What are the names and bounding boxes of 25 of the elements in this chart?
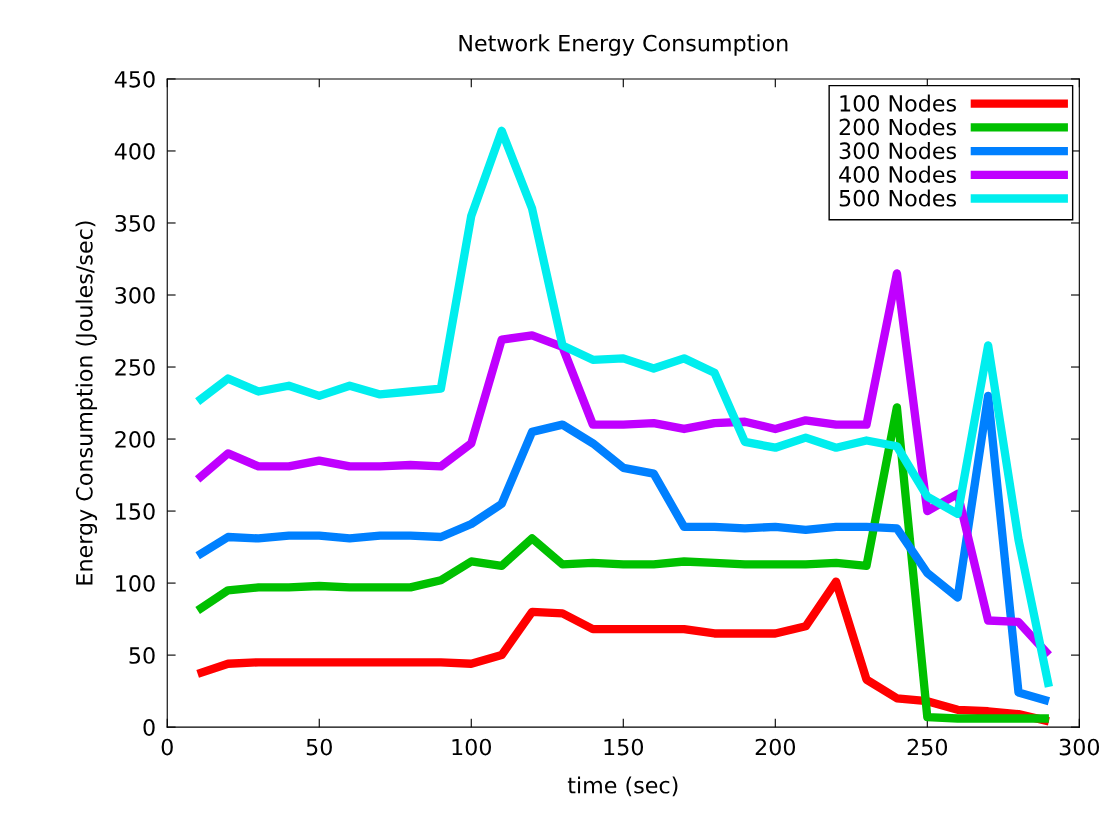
y-tick-label: 50 bbox=[129, 647, 155, 664]
legend-label: 400 Nodes bbox=[839, 165, 957, 183]
y-tick-label: 300 bbox=[115, 286, 155, 304]
y-tick-label: 200 bbox=[115, 430, 155, 448]
x-tick-label: 200 bbox=[755, 738, 796, 756]
x-tick-label: 300 bbox=[1059, 738, 1100, 756]
y-tick-label: 400 bbox=[114, 142, 155, 160]
x-tick-label: 150 bbox=[604, 738, 644, 756]
x-axis-title: time (sec) bbox=[567, 776, 678, 797]
y-tick-label: 450 bbox=[114, 70, 155, 88]
legend-label: 200 Nodes bbox=[839, 118, 957, 136]
legend-label: 500 Nodes bbox=[839, 189, 957, 207]
y-tick-label: 100 bbox=[116, 575, 155, 592]
x-tick-label: 0 bbox=[161, 738, 173, 756]
x-tick-label: 100 bbox=[452, 738, 492, 756]
x-tick-label: 50 bbox=[306, 738, 332, 756]
y-tick-label: 150 bbox=[116, 503, 155, 520]
legend-label: 100 Nodes bbox=[840, 94, 957, 112]
y-axis-title: Energy Consumption (Joules/sec) bbox=[75, 221, 98, 585]
y-tick-label: 350 bbox=[115, 214, 155, 232]
y-tick-label: 250 bbox=[115, 358, 155, 376]
legend-label: 300 Nodes bbox=[839, 141, 957, 160]
chart-title: Network Energy Consumption bbox=[459, 34, 788, 56]
x-tick-label: 250 bbox=[907, 738, 948, 756]
y-tick-label: 0 bbox=[143, 719, 155, 736]
